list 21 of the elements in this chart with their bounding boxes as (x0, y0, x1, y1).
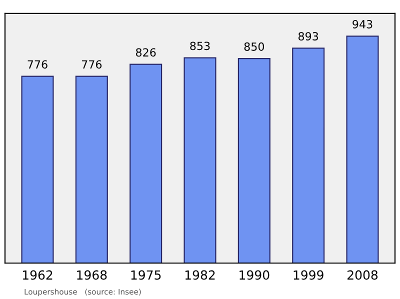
bar (346, 36, 379, 264)
data-label: 826 (136, 48, 156, 57)
x-tick-label: 2008 (348, 270, 378, 280)
data-label: 850 (244, 42, 264, 51)
data-label: 776 (82, 60, 102, 69)
x-tick-label: 1968 (77, 270, 107, 280)
bar (130, 64, 162, 264)
x-tick-label: 1975 (131, 270, 161, 280)
x-tick-label: 1990 (240, 270, 270, 280)
x-tick-label: 1962 (22, 270, 52, 280)
bar (292, 48, 325, 264)
x-tick-label: 1982 (185, 270, 215, 280)
data-label: 853 (190, 42, 210, 50)
data-label: 943 (352, 20, 372, 28)
data-label: 893 (298, 32, 318, 40)
bar (184, 57, 216, 264)
data-label: 776 (28, 60, 48, 69)
x-tick-label: 1999 (294, 270, 324, 280)
bar (75, 76, 108, 264)
bar (21, 76, 54, 264)
bar (238, 58, 270, 264)
